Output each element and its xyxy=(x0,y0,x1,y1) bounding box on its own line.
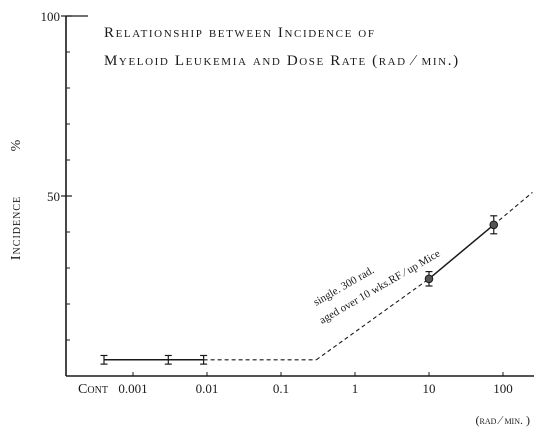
chart-text: 100 50 Cont 0.001 0.01 0.1 1 10 100 Relationship … xyxy=(9,9,530,427)
dashed-segment xyxy=(315,278,430,361)
data-point xyxy=(489,220,499,230)
series-line-segment xyxy=(428,224,495,280)
chart-title-line-2: Myeloid Leukemia and Dose Rate (rad ∕ mi… xyxy=(104,53,460,69)
x-tick-label: 10 xyxy=(423,381,436,396)
data-point xyxy=(424,274,434,284)
x-tick-label: 100 xyxy=(493,381,513,396)
chart-title-line-1: Relationship between Incidence of xyxy=(104,25,376,41)
y-tick-label: 50 xyxy=(47,189,60,204)
x-tick-label: 0.01 xyxy=(196,381,219,396)
x-tick-label: 1 xyxy=(352,381,359,396)
y-axis-label: Incidence xyxy=(9,196,24,260)
dashed-trend-lines xyxy=(203,191,533,361)
y-tick-label: 100 xyxy=(41,9,61,24)
dashed-segment xyxy=(493,191,533,226)
x-tick-label: 0.1 xyxy=(273,381,289,396)
data-series xyxy=(100,215,499,365)
x-tick-label: 0.001 xyxy=(118,381,147,396)
x-axis-label: (rad ∕ min. ) xyxy=(476,413,530,427)
x-tick-label-control: Cont xyxy=(78,382,108,397)
axes xyxy=(65,15,534,377)
tick-marks xyxy=(61,15,504,376)
y-axis-unit: % xyxy=(9,139,24,152)
